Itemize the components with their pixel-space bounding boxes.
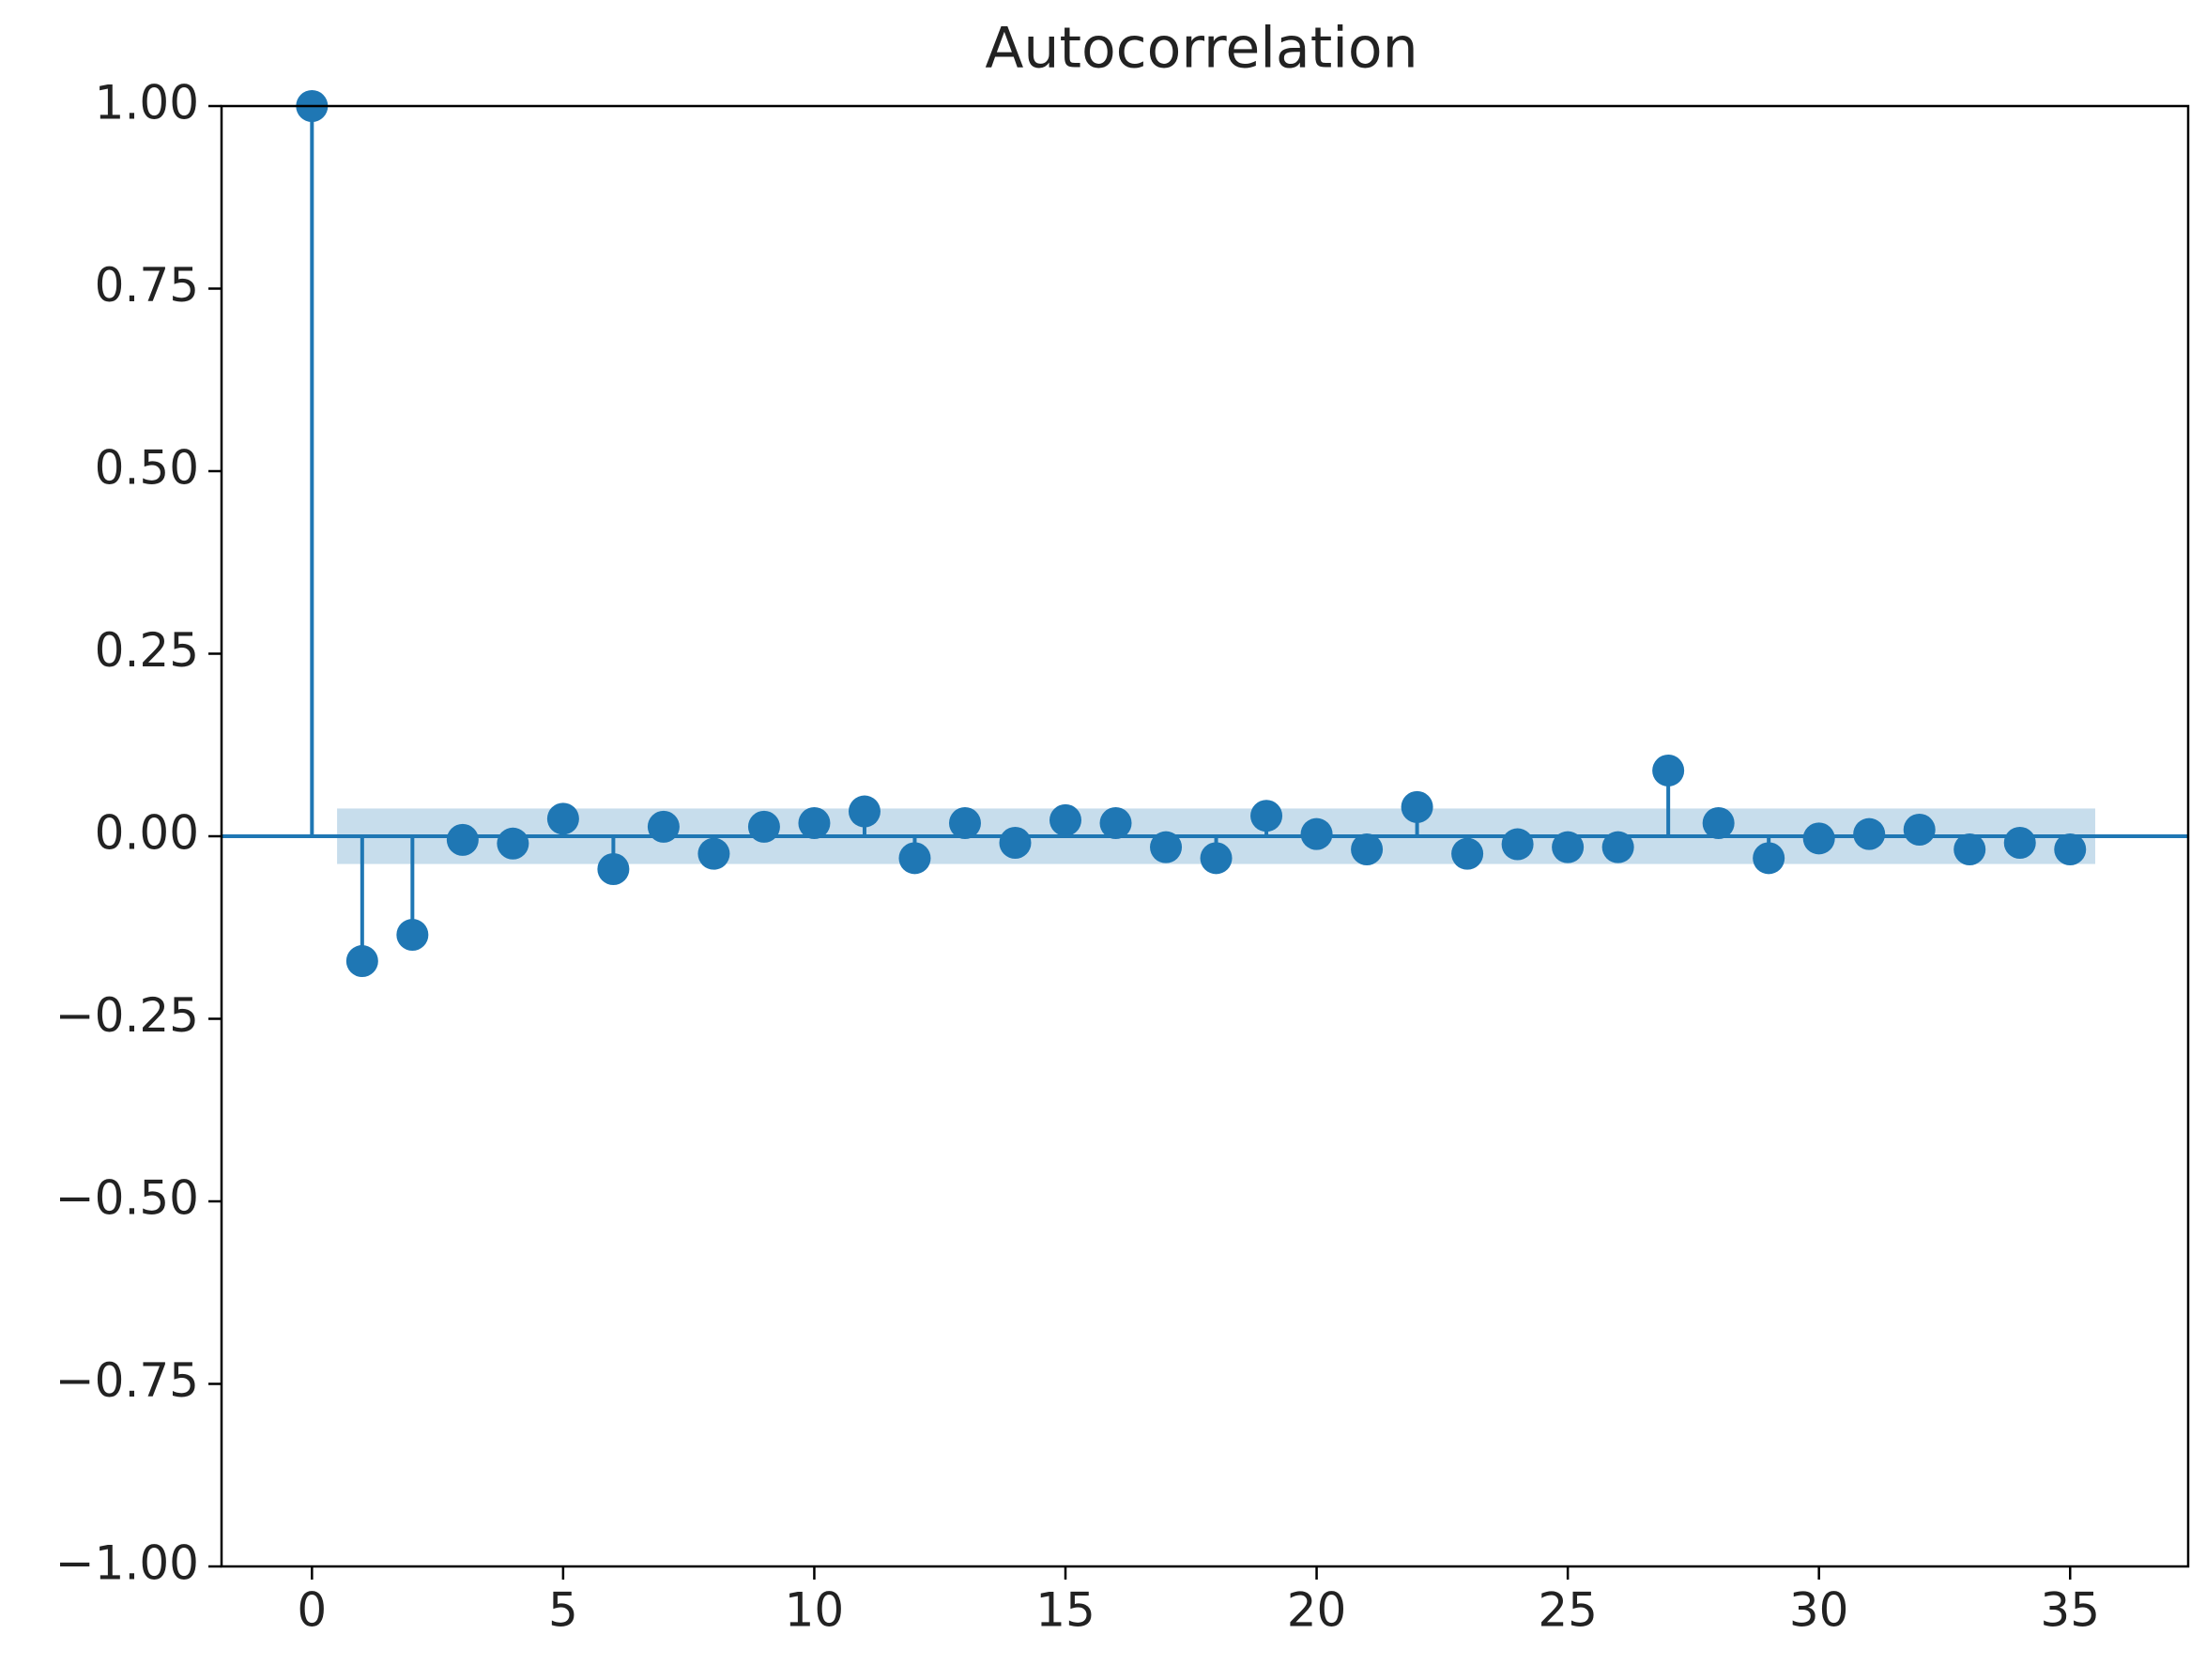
y-tick-label: −0.50: [55, 1171, 199, 1226]
marker: [1099, 806, 1132, 839]
y-tick-label: −1.00: [55, 1536, 199, 1591]
marker: [1753, 842, 1785, 875]
marker: [1552, 831, 1585, 863]
marker: [747, 810, 780, 843]
marker: [345, 945, 378, 978]
x-tick-label: 5: [548, 1583, 578, 1638]
marker: [1501, 828, 1534, 861]
x-tick-label: 20: [1287, 1583, 1347, 1638]
marker: [647, 810, 680, 843]
y-tick-label: 1.00: [95, 76, 199, 130]
marker: [1200, 842, 1233, 875]
marker: [1351, 833, 1384, 866]
y-tick-label: 0.50: [95, 441, 199, 496]
marker: [2003, 827, 2036, 860]
marker: [546, 802, 579, 835]
x-tick-label: 10: [785, 1583, 845, 1638]
marker: [1250, 800, 1283, 832]
x-tick-label: 35: [2040, 1583, 2100, 1638]
marker: [1702, 806, 1735, 839]
marker: [1652, 754, 1685, 787]
x-tick-label: 30: [1789, 1583, 1849, 1638]
y-tick-label: 0.00: [95, 806, 199, 861]
marker: [1451, 837, 1484, 870]
marker: [1150, 831, 1183, 863]
y-tick-label: −0.25: [55, 988, 199, 1043]
x-tick-label: 15: [1035, 1583, 1095, 1638]
marker: [1601, 831, 1634, 863]
x-tick-label: 0: [297, 1583, 327, 1638]
marker: [1903, 813, 1936, 846]
marker: [898, 842, 931, 875]
marker: [798, 806, 831, 839]
y-tick-label: 0.75: [95, 258, 199, 313]
marker: [1049, 803, 1082, 836]
axes-frame: [220, 104, 2190, 1568]
marker: [1401, 790, 1433, 823]
marker: [2054, 833, 2087, 866]
marker: [697, 837, 730, 870]
marker: [597, 853, 630, 886]
marker: [948, 806, 981, 839]
chart-title: Autocorrelation: [985, 16, 1417, 82]
y-tick-label: 0.25: [95, 623, 199, 678]
marker: [1802, 822, 1835, 855]
marker: [999, 827, 1032, 860]
y-tick-label: −0.75: [55, 1353, 199, 1408]
marker: [1953, 833, 1986, 866]
marker: [497, 827, 529, 860]
marker: [396, 919, 429, 952]
marker: [848, 795, 881, 828]
x-tick-label: 25: [1538, 1583, 1598, 1638]
marker: [1300, 817, 1333, 850]
marker: [446, 823, 479, 856]
marker: [1853, 817, 1886, 850]
